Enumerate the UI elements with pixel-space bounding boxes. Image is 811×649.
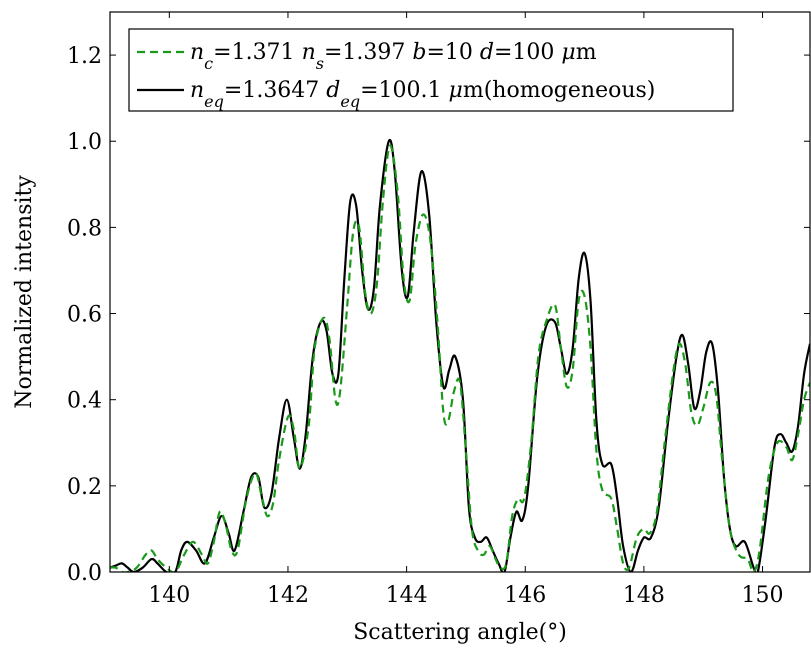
y-tick-label: 1.2 — [67, 44, 102, 69]
x-tick-label: 146 — [504, 583, 546, 608]
series-layer — [110, 138, 810, 572]
y-tick-label: 0.6 — [67, 303, 102, 328]
y-tick-label: 1.0 — [67, 130, 102, 155]
y-tick-label: 0.2 — [67, 475, 102, 500]
tick-labels: 140 142 144 146 148 150 0.0 0.2 0.4 0.6 0.8 1.0 1.2 — [67, 44, 784, 608]
y-axis-title: Normalized intensity — [12, 175, 37, 409]
axis-ticks — [110, 12, 810, 573]
series-line-1 — [110, 144, 810, 572]
legend-box — [128, 28, 734, 112]
x-tick-label: 142 — [267, 583, 309, 608]
legend-label-series-2: neq=1.3647 deq=100.1 μm(homogeneous) — [190, 78, 655, 111]
y-tick-label: 0.4 — [67, 389, 102, 414]
x-tick-label: 150 — [742, 583, 784, 608]
x-tick-label: 144 — [386, 583, 428, 608]
legend-label-series-1: nc=1.371 ns=1.397 b=10 d=100 μm — [190, 40, 597, 73]
legend: nc=1.371 ns=1.397 b=10 d=100 μm neq=1.36… — [128, 28, 734, 112]
x-tick-label: 148 — [623, 583, 665, 608]
x-axis-title: Scattering angle(°) — [353, 620, 567, 645]
series-line-2 — [110, 138, 810, 572]
plot-frame — [109, 11, 811, 573]
x-tick-label: 140 — [148, 583, 190, 608]
y-tick-label: 0.8 — [67, 216, 102, 241]
y-tick-label: 0.0 — [67, 561, 102, 586]
